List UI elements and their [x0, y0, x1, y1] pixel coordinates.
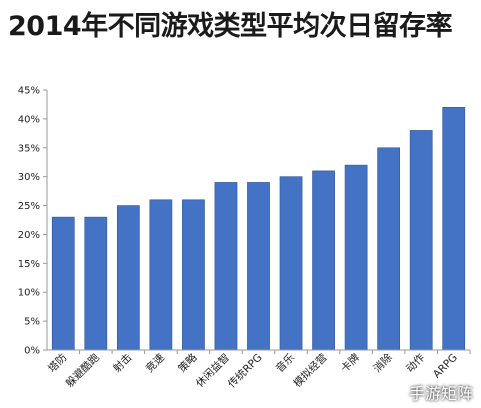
x-tick-label: 模拟经营 [291, 351, 330, 390]
chart-title: 2014年不同游戏类型平均次日留存率 [8, 11, 453, 42]
bar [247, 182, 270, 351]
bar [344, 164, 368, 351]
y-tick-label: 40% [18, 114, 40, 125]
bar [312, 170, 335, 351]
bar [279, 176, 303, 351]
x-tick-label: 躲避酷跑 [63, 351, 102, 390]
x-tick-label: 射击 [110, 351, 134, 375]
y-tick-label: 5% [24, 317, 40, 328]
y-tick-label: 35% [18, 143, 40, 154]
bar [377, 147, 401, 351]
y-axis: 0% 5% 10% 15% 20% 25% 30% 35% 40% 45% [18, 86, 48, 357]
x-tick-label: 传统RPG [225, 351, 264, 390]
y-tick-label: 0% [24, 346, 40, 357]
x-tick-label: 动作 [404, 351, 428, 375]
bar [214, 182, 238, 351]
bar [182, 199, 205, 351]
bar [84, 216, 108, 351]
y-tick-label: 30% [18, 172, 40, 183]
bar [409, 130, 433, 351]
x-tick-label: 音乐 [273, 351, 297, 375]
y-tick-label: 25% [18, 201, 40, 212]
y-tick-label: 20% [18, 230, 40, 241]
x-tick-label: 休闲益智 [193, 351, 232, 390]
x-tick-label: 塔防 [45, 351, 69, 375]
bar [149, 199, 173, 351]
y-tick-label: 15% [18, 259, 40, 270]
x-tick-label: 竞速 [143, 351, 167, 375]
x-tick-label: 卡牌 [338, 351, 362, 375]
x-tick-label: ARPG [431, 352, 460, 381]
x-tick-label: 策略 [176, 351, 200, 375]
bar [116, 205, 140, 351]
watermark-text: 手游矩阵 [408, 384, 473, 403]
bar [442, 107, 466, 351]
y-tick-label: 45% [18, 86, 40, 97]
bar [51, 216, 75, 351]
y-tick-label: 10% [18, 288, 40, 299]
x-tick-label: 消除 [371, 351, 395, 375]
bars [51, 107, 466, 351]
